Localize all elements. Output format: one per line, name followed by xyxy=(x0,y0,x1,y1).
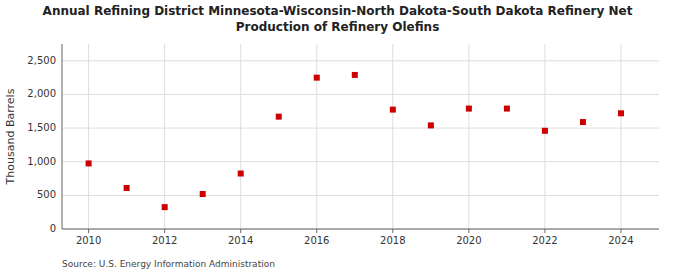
y-tick-label: 0 xyxy=(50,223,56,234)
x-grid-line xyxy=(392,44,393,229)
x-tick xyxy=(240,229,241,233)
y-grid-line xyxy=(62,128,659,129)
point xyxy=(314,75,320,81)
y-grid-line xyxy=(62,195,659,196)
x-tick-label: 2010 xyxy=(76,235,101,246)
point xyxy=(86,160,92,166)
x-tick xyxy=(468,229,469,233)
y-tick-label: 500 xyxy=(37,189,56,200)
point xyxy=(390,107,396,113)
point xyxy=(580,119,586,125)
y-grid-line xyxy=(62,94,659,95)
title-line: Annual Refining District Minnesota-Wisco… xyxy=(43,4,633,18)
point xyxy=(238,171,244,177)
y-grid-line xyxy=(62,229,659,230)
point xyxy=(162,204,168,210)
title-line: Production of Refinery Olefins xyxy=(236,20,440,34)
point xyxy=(428,122,434,128)
x-tick-label: 2020 xyxy=(456,235,481,246)
x-grid-line xyxy=(240,44,241,229)
x-grid-line xyxy=(468,44,469,229)
x-axis-line xyxy=(62,229,659,230)
x-tick xyxy=(544,229,545,233)
x-grid-line xyxy=(88,44,89,229)
point xyxy=(124,185,130,191)
chart: 0 500 1,000 1,500 2,000 2,500 2010 2012 2014 2016… xyxy=(0,0,675,275)
grid xyxy=(62,44,659,229)
point xyxy=(200,191,206,197)
x-tick-label: 2018 xyxy=(380,235,405,246)
x-grid-line xyxy=(316,44,317,229)
point xyxy=(504,106,510,112)
point xyxy=(352,72,358,78)
title: Annual Refining District Minnesota-Wisco… xyxy=(43,4,633,34)
y-tick-label: 2,500 xyxy=(27,55,56,66)
y-tick-label: 1,500 xyxy=(27,122,56,133)
x-tick xyxy=(164,229,165,233)
x-tick xyxy=(620,229,621,233)
y-tick-label: 1,000 xyxy=(27,156,56,167)
x-tick-label: 2014 xyxy=(228,235,253,246)
point xyxy=(542,128,548,134)
point xyxy=(618,110,624,116)
axes: 0 500 1,000 1,500 2,000 2,500 2010 2012 2014 2016… xyxy=(27,44,659,246)
x-tick-label: 2024 xyxy=(608,235,633,246)
y-axis-line xyxy=(62,44,63,229)
x-tick xyxy=(392,229,393,233)
y-axis-label: Thousand Barrels xyxy=(4,88,17,185)
y-grid-line xyxy=(62,60,659,61)
x-grid-line xyxy=(164,44,165,229)
x-tick-label: 2022 xyxy=(532,235,557,246)
point xyxy=(466,106,472,112)
x-tick-label: 2016 xyxy=(304,235,329,246)
x-grid-line xyxy=(544,44,545,229)
x-grid-line xyxy=(620,44,621,229)
y-tick-label: 2,000 xyxy=(27,88,56,99)
point xyxy=(276,114,282,120)
source-note: Source: U.S. Energy Information Administ… xyxy=(62,259,275,269)
y-grid-line xyxy=(62,161,659,162)
x-tick-label: 2012 xyxy=(152,235,177,246)
x-tick xyxy=(316,229,317,233)
points xyxy=(86,72,624,210)
x-tick xyxy=(88,229,89,233)
